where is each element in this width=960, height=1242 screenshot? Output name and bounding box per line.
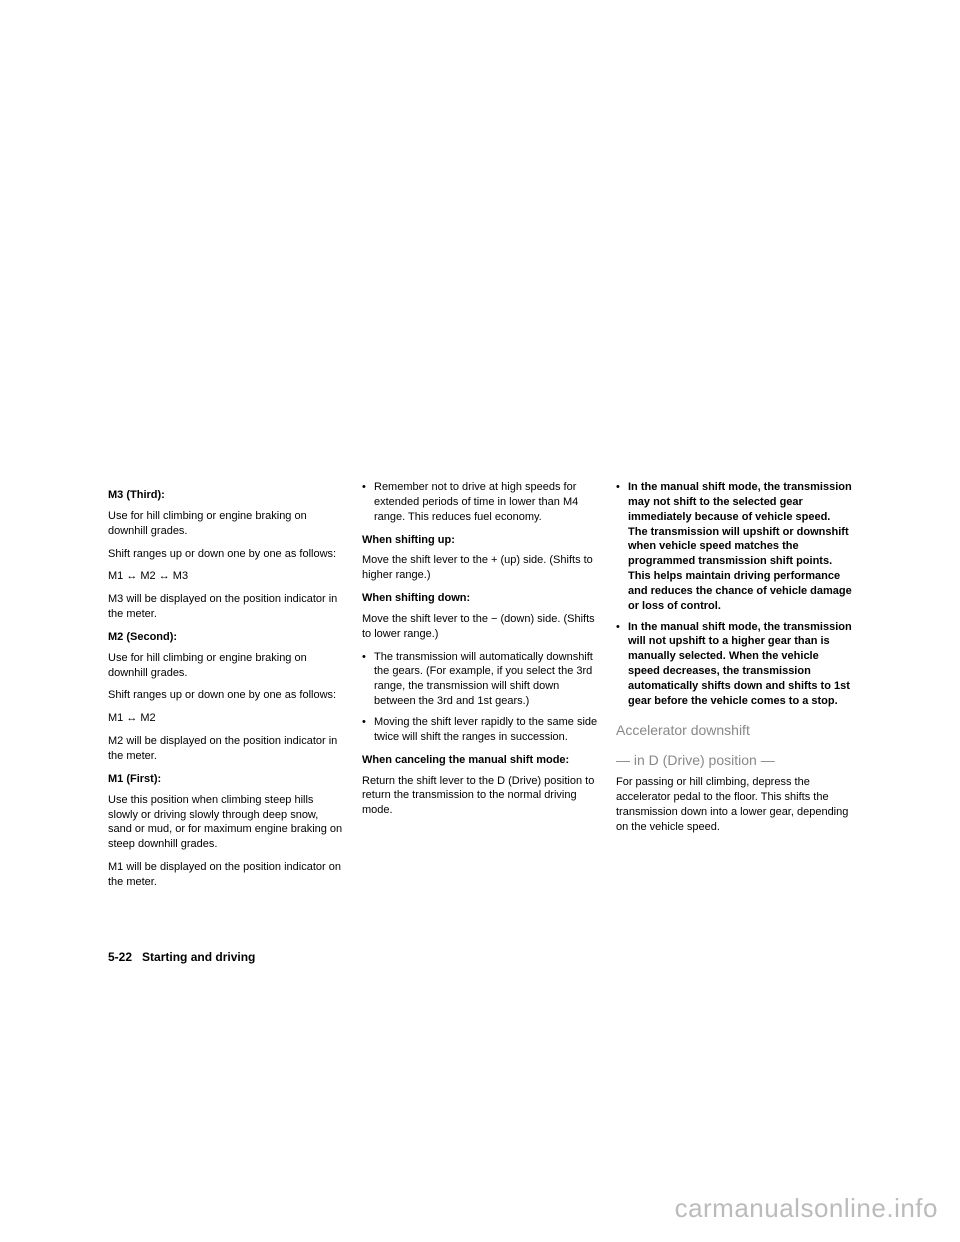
para-text: Move the shift lever to the + (up) side.… <box>362 553 598 583</box>
bullet-item: • In the manual shift mode, the transmis… <box>616 620 852 709</box>
para-text: Return the shift lever to the D (Drive) … <box>362 774 598 819</box>
column-3: • In the manual shift mode, the transmis… <box>616 480 852 898</box>
bullet-text: Moving the shift lever rapidly to the sa… <box>374 715 598 745</box>
watermark: carmanualsonline.info <box>675 1193 938 1224</box>
bullet-item: • Moving the shift lever rapidly to the … <box>362 715 598 745</box>
bullet-icon: • <box>616 620 628 709</box>
heading-m2: M2 (Second): <box>108 630 344 645</box>
para-text: Shift ranges up or down one by one as fo… <box>108 688 344 703</box>
para-text: For passing or hill climbing, depress th… <box>616 775 852 834</box>
para-text: M3 will be displayed on the position ind… <box>108 592 344 622</box>
bullet-text: The transmission will automatically down… <box>374 650 598 709</box>
column-1: M3 (Third): Use for hill climbing or eng… <box>108 480 344 898</box>
bullet-icon: • <box>362 650 374 709</box>
shift-sequence: M1 ↔ M2 <box>108 711 344 726</box>
para-text: M1 will be displayed on the position ind… <box>108 860 344 890</box>
heading-m3: M3 (Third): <box>108 488 344 503</box>
column-2: • Remember not to drive at high speeds f… <box>362 480 598 898</box>
heading-m1: M1 (First): <box>108 772 344 787</box>
heading-shift-down: When shifting down: <box>362 591 598 606</box>
heading-shift-up: When shifting up: <box>362 533 598 548</box>
para-text: Use this position when climbing steep hi… <box>108 793 344 852</box>
bullet-item: • In the manual shift mode, the transmis… <box>616 480 852 614</box>
para-text: Shift ranges up or down one by one as fo… <box>108 547 344 562</box>
bullet-icon: • <box>616 480 628 614</box>
para-text: M2 will be displayed on the position ind… <box>108 734 344 764</box>
page-number: 5-22 <box>108 950 132 964</box>
bullet-item: • Remember not to drive at high speeds f… <box>362 480 598 525</box>
bullet-icon: • <box>362 715 374 745</box>
bullet-text-bold: In the manual shift mode, the transmissi… <box>628 620 852 709</box>
shift-sequence: M1 ↔ M2 ↔ M3 <box>108 569 344 584</box>
para-text: Move the shift lever to the − (down) sid… <box>362 612 598 642</box>
page-content: M3 (Third): Use for hill climbing or eng… <box>108 480 852 898</box>
bullet-text-bold: In the manual shift mode, the transmissi… <box>628 480 852 614</box>
section-heading-d-position: — in D (Drive) position — <box>616 751 852 769</box>
heading-cancel-mode: When canceling the manual shift mode: <box>362 753 598 768</box>
page-footer: 5-22 Starting and driving <box>108 950 255 964</box>
footer-section: Starting and driving <box>142 950 255 964</box>
bullet-item: • The transmission will automatically do… <box>362 650 598 709</box>
para-text: Use for hill climbing or engine braking … <box>108 651 344 681</box>
section-heading-accelerator: Accelerator downshift <box>616 721 852 739</box>
bullet-icon: • <box>362 480 374 525</box>
bullet-text: Remember not to drive at high speeds for… <box>374 480 598 525</box>
para-text: Use for hill climbing or engine braking … <box>108 509 344 539</box>
